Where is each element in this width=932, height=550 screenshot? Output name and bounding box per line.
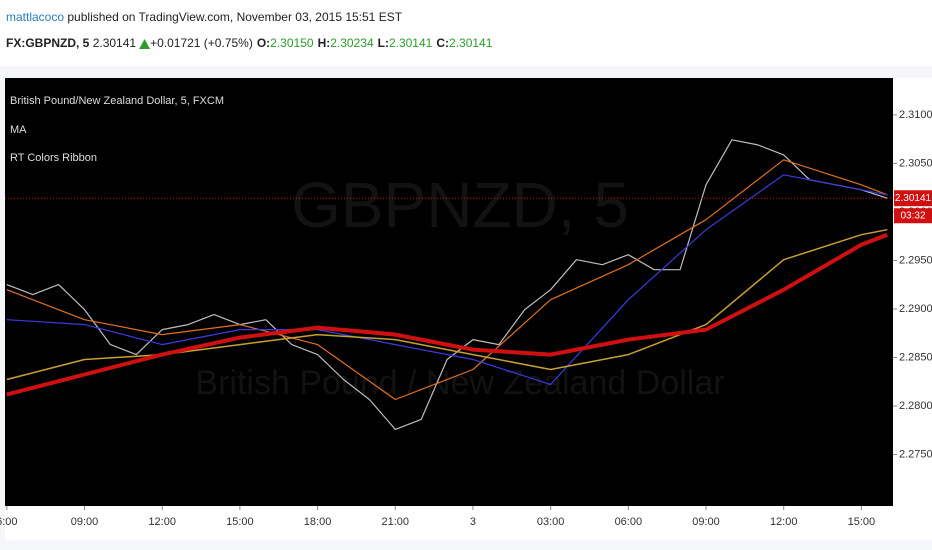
x-tick-label: 3 — [470, 516, 476, 528]
price-axis — [893, 78, 932, 540]
price: 2.30141 — [93, 36, 137, 50]
y-tick-label: 2.30500 — [899, 157, 932, 169]
series-line — [6, 139, 888, 430]
up-arrow — [139, 39, 151, 49]
last-price-box — [894, 190, 932, 207]
watermark: GBPNZD, 5 — [291, 169, 629, 241]
legend-entry: RT Colors Ribbon — [10, 152, 97, 164]
ohlc-value: 2.30234 — [330, 36, 374, 50]
ohlc-label: O: — [257, 36, 270, 50]
ohlc-label: L: — [378, 36, 389, 50]
x-tick-label: 09:00 — [71, 516, 99, 528]
plot-area — [5, 78, 893, 506]
y-tick-label: 2.27500 — [899, 448, 932, 460]
change: +0.01721 (+0.75%) — [150, 36, 253, 50]
x-tick-label: 09:00 — [692, 516, 720, 528]
x-tick-label: 12:00 — [770, 516, 798, 528]
ohlc-label: H: — [318, 36, 331, 50]
y-tick-label: 2.29000 — [899, 303, 932, 315]
y-tick-label: 2.28000 — [899, 400, 932, 412]
ohlc-value: 2.30141 — [449, 36, 493, 50]
x-tick-label: 12:00 — [148, 516, 176, 528]
legend-entry: MA — [10, 124, 27, 136]
countdown-box — [894, 208, 932, 224]
symbol-line: FX:GBPNZD, 5 2.30141 +0.01721 (+0.75%) O:2… — [6, 36, 493, 50]
x-tick-label: 15:00 — [848, 516, 876, 528]
y-tick-label: 2.28500 — [899, 351, 932, 363]
x-tick-label: 06:00 — [615, 516, 643, 528]
legend-entry: British Pound/New Zealand Dollar, 5, FXC… — [10, 95, 224, 107]
time-axis — [5, 506, 893, 540]
ohlc-value: 2.30150 — [270, 36, 314, 50]
x-tick-label: 21:00 — [381, 516, 409, 528]
x-tick-label: 6:00 — [0, 516, 18, 528]
ohlc-value: 2.30141 — [389, 36, 433, 50]
series-line — [6, 174, 888, 386]
x-tick-label: 03:00 — [537, 516, 565, 528]
y-tick-label: 2.31000 — [899, 109, 932, 121]
header-background — [0, 0, 932, 66]
symbol: FX:GBPNZD, 5 — [6, 36, 90, 50]
countdown: 03:32 — [900, 210, 925, 221]
x-tick-label: 18:00 — [304, 516, 332, 528]
published: published on TradingView.com, November 0… — [67, 10, 402, 24]
watermark: British Pound / New Zealand Dollar — [195, 364, 724, 402]
series-line — [6, 232, 889, 397]
ohlc-label: C: — [436, 36, 449, 50]
publish-line: mattlacoco published on TradingView.com,… — [6, 10, 403, 24]
x-tick-label: 15:00 — [226, 516, 254, 528]
series-line — [6, 159, 888, 401]
author[interactable]: mattlacoco — [6, 10, 64, 24]
y-tick-label: 2.29500 — [899, 254, 932, 266]
last-price-label: 2.30141 — [895, 193, 932, 204]
